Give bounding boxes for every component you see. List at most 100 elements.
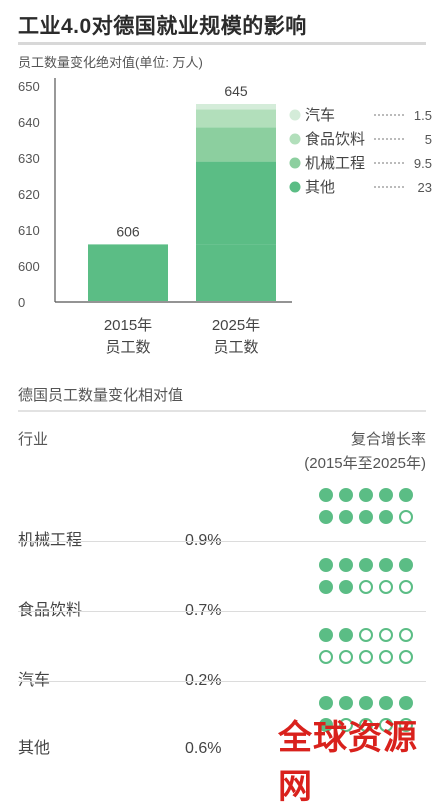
- x-category-label: 员工数: [105, 339, 150, 356]
- x-category-label: 2015年: [104, 317, 152, 334]
- legend-value-label: 23: [418, 180, 432, 195]
- row-growth-rate: 0.2%: [185, 672, 222, 689]
- rate-dot-empty: [399, 718, 413, 732]
- legend-swatch: [289, 133, 301, 145]
- rate-dot-empty: [339, 650, 353, 664]
- rate-dot-filled: [399, 558, 413, 572]
- y-tick-label: 620: [18, 187, 40, 202]
- rate-dot-empty: [379, 580, 393, 594]
- rate-dot-filled: [339, 696, 353, 710]
- rate-dot-filled: [359, 510, 373, 524]
- bar-total-label: 606: [116, 223, 140, 239]
- rate-dot-empty: [339, 718, 353, 732]
- page-title: 工业4.0对德国就业规模的影响: [18, 15, 307, 38]
- rate-dot-filled: [379, 696, 393, 710]
- row-divider: [18, 541, 426, 542]
- bar-total-label: 645: [224, 83, 248, 99]
- legend-label: 其他: [305, 179, 335, 196]
- rate-dot-empty: [319, 650, 333, 664]
- x-category-label: 员工数: [213, 339, 258, 356]
- rate-dot-filled: [319, 696, 333, 710]
- column-header-industry: 行业: [18, 431, 49, 448]
- rate-dot-filled: [319, 558, 333, 572]
- column-header-rate-line1: 复合增长率: [350, 431, 426, 448]
- y-tick-label: 0: [18, 295, 25, 310]
- row-industry-name: 汽车: [18, 672, 51, 689]
- row-growth-rate: 0.9%: [185, 532, 222, 549]
- rate-dot-empty: [379, 650, 393, 664]
- rate-dot-empty: [399, 650, 413, 664]
- rate-dot-filled: [339, 580, 353, 594]
- bar-segment: [196, 127, 276, 162]
- row-industry-name: 其他: [18, 740, 51, 757]
- legend-value-label: 5: [425, 132, 432, 147]
- bar-2015: [88, 244, 168, 301]
- rate-dot-filled: [359, 488, 373, 502]
- rate-dot-empty: [359, 628, 373, 642]
- table-row: 食品饮料 0.7%: [0, 550, 438, 632]
- row-divider: [18, 611, 426, 612]
- rate-dot-empty: [359, 650, 373, 664]
- y-tick-label: 600: [18, 259, 40, 274]
- rate-dots: [316, 624, 428, 668]
- legend-label: 机械工程: [305, 155, 365, 172]
- y-tick-label: 640: [18, 115, 40, 130]
- rate-dot-filled: [339, 558, 353, 572]
- rate-dot-filled: [399, 696, 413, 710]
- table-row: 其他 0.6%: [0, 688, 438, 770]
- y-tick-label: 610: [18, 223, 40, 238]
- rate-dots: [316, 484, 428, 528]
- rate-dot-empty: [379, 718, 393, 732]
- bar-segment: [196, 104, 276, 110]
- rate-dot-empty: [359, 580, 373, 594]
- y-tick-label: 650: [18, 79, 40, 94]
- rate-dot-filled: [359, 696, 373, 710]
- bar-2025-base: [196, 244, 276, 301]
- bar-segment: [196, 161, 276, 245]
- legend-swatch: [289, 109, 301, 121]
- rate-dot-filled: [319, 488, 333, 502]
- rate-dot-filled: [379, 488, 393, 502]
- row-industry-name: 机械工程: [18, 532, 83, 549]
- row-growth-rate: 0.7%: [185, 602, 222, 619]
- rate-dot-filled: [399, 488, 413, 502]
- column-header-rate-line2: (2015年至2025年): [304, 455, 426, 472]
- rate-dot-filled: [319, 718, 333, 732]
- legend-label: 汽车: [305, 107, 335, 124]
- rate-dot-filled: [339, 628, 353, 642]
- rate-dot-filled: [319, 510, 333, 524]
- rate-dot-filled: [379, 558, 393, 572]
- rate-dot-filled: [319, 628, 333, 642]
- legend-label: 食品饮料: [305, 131, 365, 148]
- row-industry-name: 食品饮料: [18, 602, 83, 619]
- legend-swatch: [289, 181, 301, 193]
- y-tick-label: 630: [18, 151, 40, 166]
- rate-dot-filled: [339, 488, 353, 502]
- row-growth-rate: 0.6%: [185, 740, 222, 757]
- chart-subtitle: 员工数量变化绝对值(单位: 万人): [18, 55, 203, 70]
- rate-dot-empty: [379, 628, 393, 642]
- rate-dot-empty: [359, 718, 373, 732]
- section-divider: [18, 410, 426, 412]
- legend-value-label: 9.5: [414, 156, 432, 171]
- rate-dot-filled: [319, 580, 333, 594]
- row-divider: [18, 681, 426, 682]
- rate-dots: [316, 554, 428, 598]
- table-row: 汽车 0.2%: [0, 620, 438, 702]
- section-title: 德国员工数量变化相对值: [18, 387, 184, 404]
- legend-value-label: 1.5: [414, 108, 432, 123]
- rate-dot-filled: [359, 558, 373, 572]
- rate-dot-empty: [399, 510, 413, 524]
- rate-dots: [316, 692, 428, 736]
- rate-dot-empty: [399, 628, 413, 642]
- x-category-label: 2025年: [212, 317, 260, 334]
- column-header-rate: 复合增长率 (2015年至2025年): [304, 428, 426, 476]
- legend-swatch: [289, 157, 301, 169]
- rate-dot-empty: [399, 580, 413, 594]
- title-divider: [18, 42, 426, 45]
- rate-dot-filled: [379, 510, 393, 524]
- watermark-logo: 全球资源网: [278, 718, 418, 807]
- rate-dot-filled: [339, 510, 353, 524]
- table-row: 机械工程 0.9%: [0, 480, 438, 562]
